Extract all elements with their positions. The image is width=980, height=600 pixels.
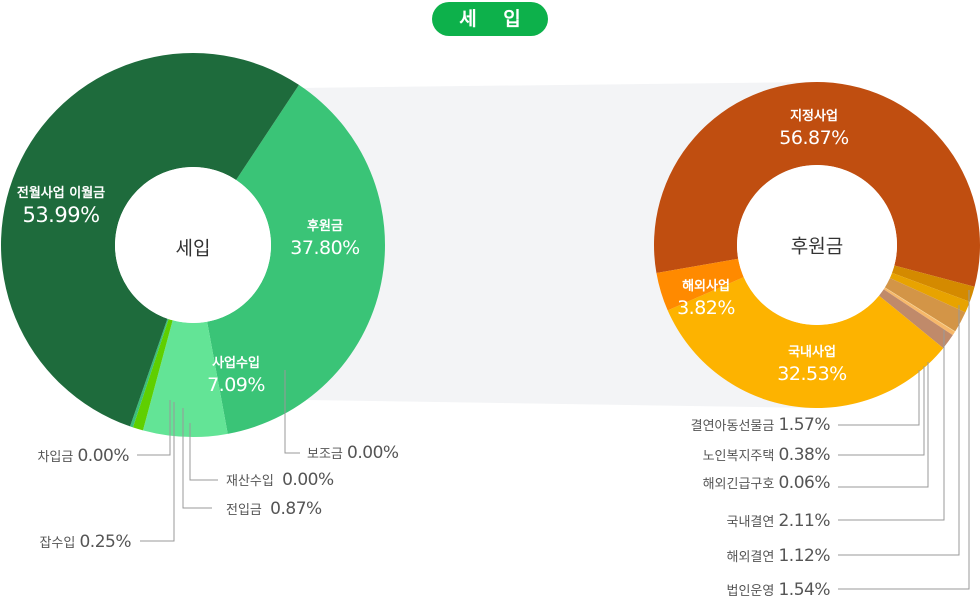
slice-label: 재산수입 0.00% (226, 470, 334, 490)
slice-label: 지정사업 56.87% (779, 109, 849, 149)
slice-지정사업 (654, 81, 980, 287)
section-title: 세 입 (432, 2, 548, 36)
slice-label: 사업수입 7.09% (207, 356, 265, 396)
slice-label: 차입금 0.00% (37, 446, 129, 466)
slice-label: 결연아동선물금 1.57% (690, 415, 831, 435)
leader-line (140, 402, 175, 542)
leader-line (838, 290, 970, 590)
slice-label: 해외긴급구호 0.06% (702, 473, 831, 493)
slice-label: 보조금 0.00% (307, 443, 399, 463)
slice-잡수입 (130, 318, 169, 428)
slice-법인운영 (891, 265, 975, 302)
slice-label: 잡수입 0.25% (39, 532, 131, 552)
slice-label: 법인운영 1.54% (726, 580, 831, 600)
slice-국내사업 (667, 277, 944, 409)
slice-전입금 (132, 319, 173, 431)
slice-label: 전입금 0.87% (226, 499, 322, 519)
donut-hole (737, 165, 897, 325)
slice-label: 노인복지주택 0.38% (702, 445, 831, 465)
slice-국내결연 (884, 278, 966, 332)
leader-line (189, 423, 218, 481)
slice-사업수입 (142, 320, 228, 437)
leader-line (838, 330, 945, 521)
donut-center-label: 세입 (175, 237, 211, 260)
donut-income (1, 53, 385, 437)
slice-label: 해외결연 1.12% (726, 546, 831, 566)
leader-lines (137, 290, 970, 590)
donut-hole (115, 167, 271, 323)
slice-결연아동선물금 (878, 289, 953, 349)
slice-label: 후원금 37.80% (290, 219, 360, 259)
slice-해외결연 (889, 272, 970, 313)
donut-center-label: 후원금 (790, 235, 844, 258)
leader-line (838, 370, 920, 426)
slice-전월사업이월금 (1, 53, 299, 427)
slice-label: 해외사업 3.82% (677, 279, 735, 319)
slice-label: 국내결연 2.11% (726, 511, 831, 531)
leader-line (838, 305, 960, 556)
slice-label: 전월사업 이월금 53.99% (16, 186, 106, 227)
donut-donations (654, 81, 980, 409)
slice-해외긴급구호 (884, 287, 956, 332)
leader-line (182, 408, 212, 509)
leader-line (284, 370, 300, 454)
slice-노인복지주택 (883, 287, 955, 336)
slice-label: 국내사업 32.53% (777, 345, 847, 385)
leader-line (137, 400, 171, 456)
leader-line (838, 362, 929, 488)
leader-line (838, 366, 925, 456)
slice-해외사업 (656, 258, 744, 311)
slice-후원금 (207, 84, 385, 434)
